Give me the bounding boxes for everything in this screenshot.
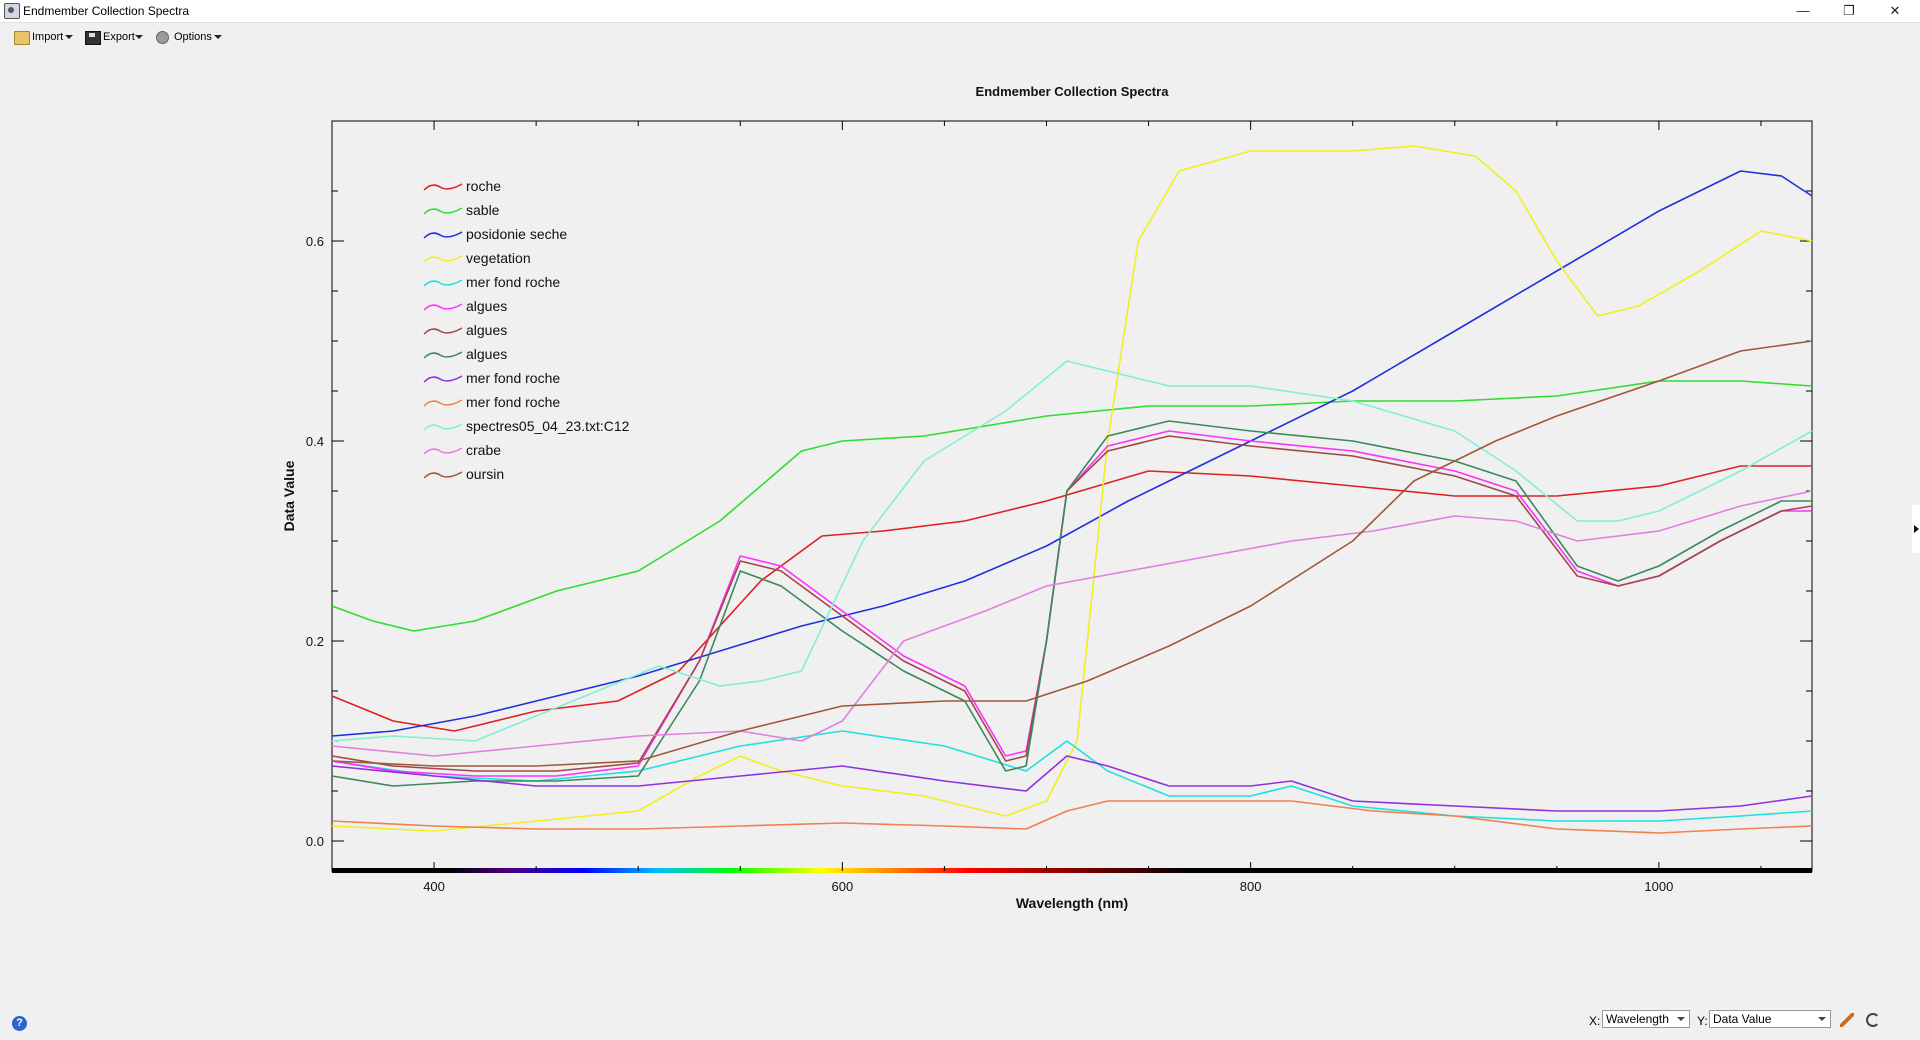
legend-swatch <box>423 399 463 407</box>
legend-swatch <box>423 303 463 311</box>
gear-icon <box>156 31 169 44</box>
minimize-icon[interactable]: — <box>1796 3 1810 18</box>
series-line-4 <box>331 145 1813 832</box>
series-line-2 <box>331 380 1813 632</box>
series-line-6 <box>331 430 1812 777</box>
legend-entry: spectres05_04_23.txt:C12 <box>466 418 630 434</box>
title-bar: Endmember Collection Spectra — ❐ ✕ <box>0 0 1920 23</box>
x-tick-label: 1000 <box>1644 879 1673 894</box>
legend-swatch <box>423 375 463 383</box>
dropdown-arrow-icon <box>65 35 73 39</box>
y-tick-label: 0.2 <box>306 634 324 649</box>
x-tick-label: 600 <box>831 879 853 894</box>
series-line-3 <box>331 170 1813 737</box>
series-line-12 <box>331 490 1813 757</box>
legend-entry: mer fond roche <box>466 274 560 290</box>
legend-swatch <box>423 327 463 335</box>
pencil-icon[interactable] <box>1840 1013 1854 1027</box>
y-tick-label: 0.4 <box>306 434 324 449</box>
legend-swatch <box>423 351 463 359</box>
legend-swatch <box>423 255 463 263</box>
x-tick-label: 400 <box>423 879 445 894</box>
legend-entry: algues <box>466 298 507 314</box>
legend-swatch <box>423 207 463 215</box>
options-button[interactable]: Options <box>156 30 224 46</box>
series-line-13 <box>331 340 1813 767</box>
help-icon[interactable]: ? <box>12 1016 27 1031</box>
series-line-5 <box>331 730 1813 822</box>
legend-entry: vegetation <box>466 250 531 266</box>
legend-swatch <box>423 423 463 431</box>
x-axis-select-value: Wavelength <box>1606 1012 1669 1026</box>
chevron-down-icon <box>1677 1017 1685 1021</box>
save-icon <box>85 31 101 45</box>
dropdown-arrow-icon <box>214 35 222 39</box>
options-label: Options <box>174 31 212 43</box>
y-axis-select-value: Data Value <box>1713 1012 1772 1026</box>
legend-swatch <box>423 231 463 239</box>
y-tick-label: 0.6 <box>306 234 324 249</box>
x-tick-label: 800 <box>1240 879 1262 894</box>
side-panel-toggle[interactable] <box>1912 505 1920 553</box>
legend-swatch <box>423 471 463 479</box>
y-axis-label: Data Value <box>281 460 297 531</box>
y-axis-select[interactable]: Data Value <box>1709 1010 1831 1028</box>
legend-entry: algues <box>466 322 507 338</box>
legend-entry: crabe <box>466 442 501 458</box>
dropdown-arrow-icon <box>135 35 143 39</box>
series-line-1 <box>331 465 1812 732</box>
close-icon[interactable]: ✕ <box>1889 3 1901 18</box>
wavelength-color-bar <box>332 868 1812 873</box>
legend-swatch <box>423 447 463 455</box>
y-tick-label: 0.0 <box>306 834 324 849</box>
export-label: Export <box>103 31 135 43</box>
legend-swatch <box>423 183 463 191</box>
legend-entry: roche <box>466 178 501 194</box>
chart-title: Endmember Collection Spectra <box>975 84 1169 99</box>
x-axis-select[interactable]: Wavelength <box>1602 1010 1690 1028</box>
restore-icon[interactable]: ❐ <box>1843 3 1855 18</box>
import-label: Import <box>32 31 64 43</box>
x-axis-select-label: X: <box>1589 1014 1601 1028</box>
legend-entry: algues <box>466 346 507 362</box>
series-line-9 <box>331 755 1813 812</box>
toolbar: Import Export Options <box>0 26 1920 50</box>
chevron-down-icon <box>1818 1017 1826 1021</box>
x-axis-label: Wavelength (nm) <box>1016 895 1128 911</box>
window-title: Endmember Collection Spectra <box>23 4 190 18</box>
import-button[interactable]: Import <box>14 30 76 46</box>
legend-entry: oursin <box>466 466 504 482</box>
legend-entry: mer fond roche <box>466 394 560 410</box>
series-line-11 <box>331 360 1813 742</box>
app-icon <box>4 3 20 19</box>
y-axis-select-label: Y: <box>1697 1014 1708 1028</box>
series-line-10 <box>331 800 1813 834</box>
legend-swatch <box>423 279 463 287</box>
legend-entry: posidonie seche <box>466 226 567 242</box>
folder-icon <box>14 31 30 45</box>
series-line-7 <box>331 435 1813 772</box>
export-button[interactable]: Export <box>85 30 145 46</box>
series-line-8 <box>331 420 1812 787</box>
refresh-icon[interactable] <box>1866 1013 1880 1027</box>
legend-entry: mer fond roche <box>466 370 560 386</box>
legend-entry: sable <box>466 202 500 218</box>
spectra-chart: 400 600 800 1000 0.0 0.2 0.4 0.6 roche sable posi… <box>281 120 1813 911</box>
